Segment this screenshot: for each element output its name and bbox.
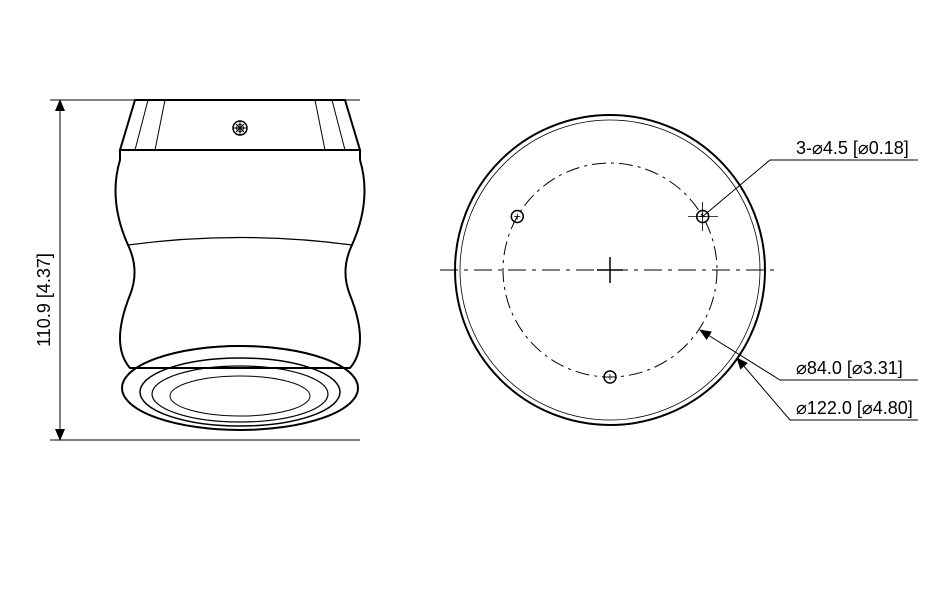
bottom-plan-view: 3-⌀4.5 [⌀0.18] ⌀84.0 [⌀3.31] ⌀122.0 [⌀4.… [440, 115, 918, 425]
lens-ring-inner [152, 366, 328, 422]
lens-glass [170, 376, 310, 416]
dome-neck-line [128, 238, 352, 246]
base-seam-left [135, 100, 148, 150]
inner-dia-dimension-text: ⌀84.0 [⌀3.31] [796, 358, 903, 378]
dome-body [116, 150, 365, 368]
base-seam-l2 [155, 100, 165, 150]
base-seam-r2 [315, 100, 325, 150]
height-dimension-text: 110.9 [4.37] [34, 253, 54, 347]
base-seam-right [332, 100, 345, 150]
holes-dimension-text: 3-⌀4.5 [⌀0.18] [796, 138, 909, 158]
outer-dia-dimension-text: ⌀122.0 [⌀4.80] [796, 398, 913, 418]
leader-inner-dia: ⌀84.0 [⌀3.31] [700, 330, 918, 380]
dimensioned-drawing: 110.9 [4.37] [0, 0, 930, 600]
side-elevation-view: 110.9 [4.37] [34, 100, 365, 440]
set-screw-icon [233, 121, 247, 135]
leader-holes: 3-⌀4.5 [⌀0.18] [688, 138, 918, 231]
lens-ring-top-edge [124, 346, 356, 380]
mounting-holes [511, 211, 708, 384]
